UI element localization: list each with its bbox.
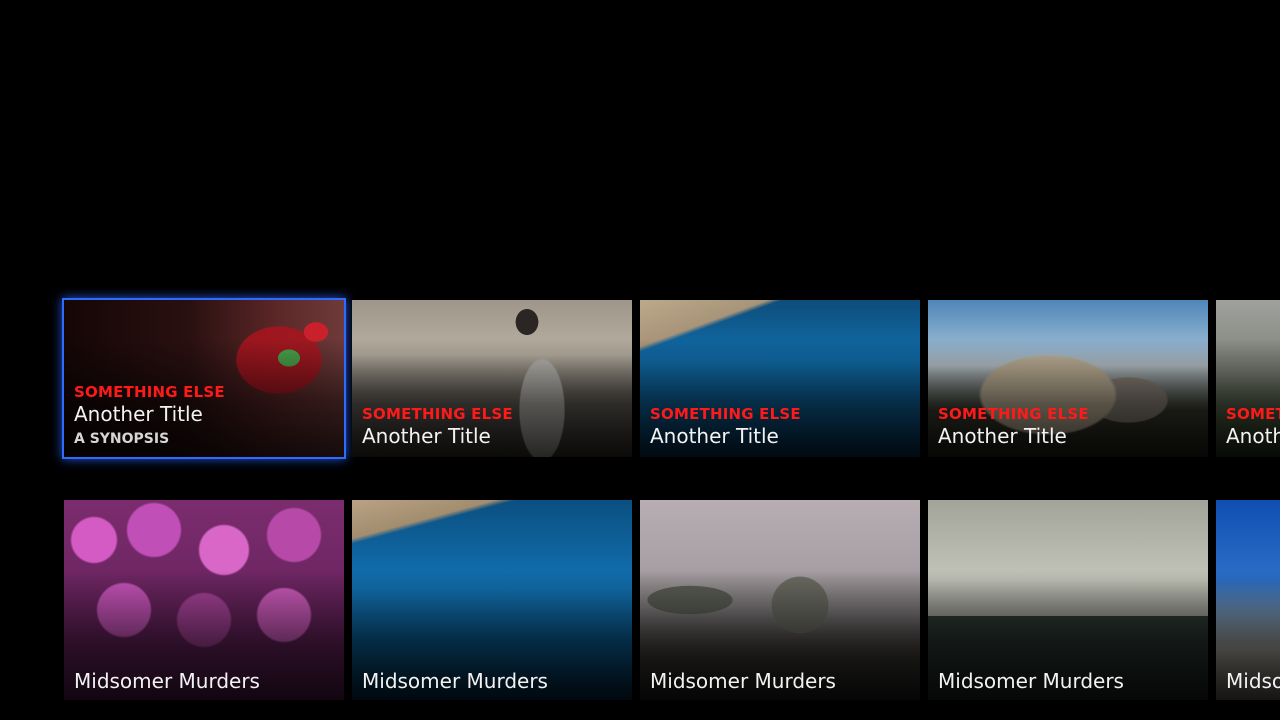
- card-kicker: SOMETHING ELSE: [650, 405, 801, 423]
- card-gradient: [1216, 570, 1280, 700]
- card-gradient: [928, 339, 1208, 457]
- content-card-partial[interactable]: Midso: [1216, 500, 1280, 700]
- content-card-partial[interactable]: SOMET Anoth: [1216, 300, 1280, 457]
- card-title: Midsomer Murders: [74, 669, 260, 693]
- card-kicker: SOMET: [1226, 405, 1280, 423]
- content-card[interactable]: Midsomer Murders: [928, 500, 1208, 700]
- card-artwork-clip: [64, 300, 344, 457]
- card-gradient: [64, 570, 344, 700]
- card-meta: Midsomer Murders: [938, 668, 1200, 694]
- content-card[interactable]: Midsomer Murders: [64, 500, 344, 700]
- content-card[interactable]: SOMETHING ELSE Another Title A SYNOPSIS: [62, 298, 346, 459]
- card-kicker: SOMETHING ELSE: [362, 405, 513, 423]
- card-kicker: SOMETHING ELSE: [74, 383, 225, 401]
- card-title: Midsomer Murders: [362, 669, 548, 693]
- content-card[interactable]: Midsomer Murders: [640, 500, 920, 700]
- card-meta: Midso: [1226, 668, 1280, 694]
- card-gradient: [640, 339, 920, 457]
- card-meta: SOMETHING ELSE Another Title A SYNOPSIS: [74, 383, 336, 449]
- content-row-2: Midsomer Murders Midsomer Murders Midsom…: [64, 500, 1280, 700]
- card-gradient: [640, 570, 920, 700]
- card-title: Anoth: [1226, 424, 1280, 448]
- card-title: Another Title: [74, 402, 203, 426]
- content-card[interactable]: SOMETHING ELSE Another Title: [352, 300, 632, 457]
- card-kicker: SOMETHING ELSE: [938, 405, 1089, 423]
- card-meta: SOMETHING ELSE Another Title: [362, 405, 624, 449]
- card-meta: SOMET Anoth: [1226, 405, 1280, 449]
- card-gradient: [64, 339, 344, 457]
- card-gradient: [1216, 339, 1280, 457]
- card-gradient: [352, 339, 632, 457]
- card-synopsis: A SYNOPSIS: [74, 431, 170, 447]
- content-card[interactable]: Midsomer Murders: [352, 500, 632, 700]
- card-title: Midsomer Murders: [938, 669, 1124, 693]
- card-meta: Midsomer Murders: [362, 668, 624, 694]
- card-title: Another Title: [938, 424, 1067, 448]
- card-meta: Midsomer Murders: [650, 668, 912, 694]
- content-card[interactable]: SOMETHING ELSE Another Title: [640, 300, 920, 457]
- card-meta: SOMETHING ELSE Another Title: [938, 405, 1200, 449]
- card-title: Midsomer Murders: [650, 669, 836, 693]
- card-gradient: [352, 570, 632, 700]
- card-title: Another Title: [650, 424, 779, 448]
- card-meta: Midsomer Murders: [74, 668, 336, 694]
- card-title: Midso: [1226, 669, 1280, 693]
- content-card[interactable]: SOMETHING ELSE Another Title: [928, 300, 1208, 457]
- card-gradient: [928, 570, 1208, 700]
- content-row-1: SOMETHING ELSE Another Title A SYNOPSIS …: [62, 298, 1280, 459]
- card-meta: SOMETHING ELSE Another Title: [650, 405, 912, 449]
- card-title: Another Title: [362, 424, 491, 448]
